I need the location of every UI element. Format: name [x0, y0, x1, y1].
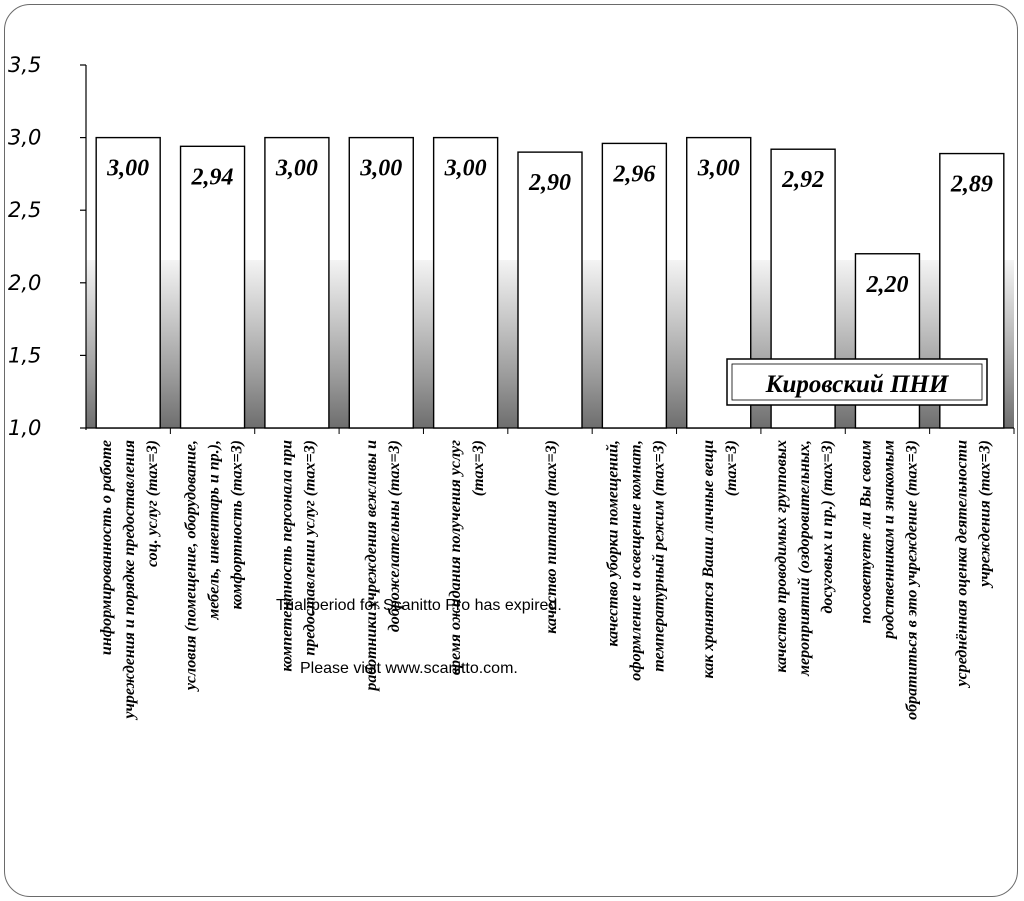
bar — [348, 136, 414, 429]
bar-value-label: 2,90 — [528, 170, 571, 196]
bar-value-label: 3,00 — [359, 156, 402, 182]
bar-value-label: 3,00 — [106, 156, 149, 182]
category-label-line: (max=3) — [470, 440, 487, 496]
category-label-line: компетентность персонала при — [278, 440, 295, 672]
category-label: условия (помещение, оборудование, мебель,… — [183, 440, 246, 692]
y-tick-label: 2,0 — [8, 271, 41, 295]
category-label-line: как хранятся Ваши личные вещи — [700, 440, 717, 679]
y-tick-label: 2,5 — [8, 198, 41, 222]
category-label-line: оформление и освещение комнат, — [627, 440, 644, 681]
institution-badge: Кировский ПНИ — [726, 358, 988, 406]
category-label-line: предоставлении услуг (max=3) — [301, 440, 318, 656]
category-label-line: время ожидания получения услуг — [447, 440, 464, 675]
category-label: информированность о работе учреждения и п… — [98, 440, 161, 721]
y-tick-label: 1,5 — [8, 343, 41, 367]
bar — [264, 136, 330, 429]
bar-value-label: 2,92 — [781, 167, 824, 193]
bar-value-label: 2,20 — [865, 272, 908, 298]
bar-value-label: 3,00 — [444, 156, 487, 182]
category-label: усреднённая оценка деятельности учреждени… — [953, 440, 993, 689]
watermark-line-1: Trial period for Scanitto Pro has expire… — [276, 597, 562, 614]
category-label: качество проводимых групповых мероприятий… — [773, 440, 836, 677]
bar — [432, 136, 499, 429]
bar-value-label: 2,96 — [612, 161, 655, 187]
bar-value-label: 3,00 — [275, 156, 318, 182]
category-label-line: (max=3) — [723, 440, 740, 496]
chart-frame — [4, 4, 1018, 897]
bar-value-label: 2,94 — [191, 164, 234, 190]
category-label-line: соц. услуг (max=3) — [144, 440, 161, 567]
category-label-line: работники учреждения вежливы и — [363, 440, 380, 693]
watermark-line-2: Please visit www.scanitto.com. — [300, 660, 518, 677]
category-label-line: температурный режим (max=3) — [650, 440, 667, 672]
category-label-line: качество питания (max=3) — [543, 440, 560, 634]
category-label-line: качество проводимых групповых — [773, 440, 790, 673]
category-label-line: досуговых и пр.) (max=3) — [819, 440, 836, 614]
bar — [517, 151, 583, 429]
category-label-line: учреждения (max=3) — [976, 440, 993, 589]
category-label-line: мероприятий (оздоровительных, — [796, 440, 813, 677]
y-tick-label: 3,5 — [8, 53, 41, 77]
category-label-line: комфортность (max=3) — [229, 440, 246, 610]
category-label: как хранятся Ваши личные вещи (max=3) — [700, 440, 740, 679]
category-label-line: родственникам и знакомым — [880, 440, 897, 641]
category-label: посоветуете ли Вы своим родственникам и з… — [857, 440, 920, 720]
y-tick-label: 3,0 — [8, 126, 41, 150]
bar — [601, 142, 668, 429]
institution-badge-text: Кировский ПНИ — [765, 371, 950, 398]
bar-value-label: 2,89 — [950, 172, 993, 198]
category-label-line: информированность о работе — [98, 440, 115, 655]
bar — [179, 145, 246, 429]
category-label-line: доброжелательны (max=3) — [386, 440, 403, 632]
category-label: качество питания (max=3) — [543, 440, 560, 634]
bar-value-label: 3,00 — [697, 156, 740, 182]
bar — [95, 136, 161, 429]
category-label-line: обратиться в это учреждение (max=3) — [903, 440, 920, 720]
category-label: время ожидания получения услуг (max=3) — [447, 440, 487, 675]
category-label: качество уборки помещений, оформление и о… — [604, 440, 667, 681]
category-label-line: условия (помещение, оборудование, — [183, 440, 200, 692]
category-label-line: качество уборки помещений, — [604, 440, 621, 647]
category-label-line: посоветуете ли Вы своим — [857, 440, 874, 624]
y-tick-label: 1,0 — [8, 416, 41, 440]
category-label: компетентность персонала при предоставлен… — [278, 440, 318, 672]
category-label-line: мебель, инвентарь и пр.), — [206, 440, 223, 621]
category-label-line: усреднённая оценка деятельности — [953, 440, 970, 689]
category-label-line: учреждения и порядке предоставления — [121, 440, 138, 721]
category-label: работники учреждения вежливы и доброжелат… — [363, 440, 403, 693]
